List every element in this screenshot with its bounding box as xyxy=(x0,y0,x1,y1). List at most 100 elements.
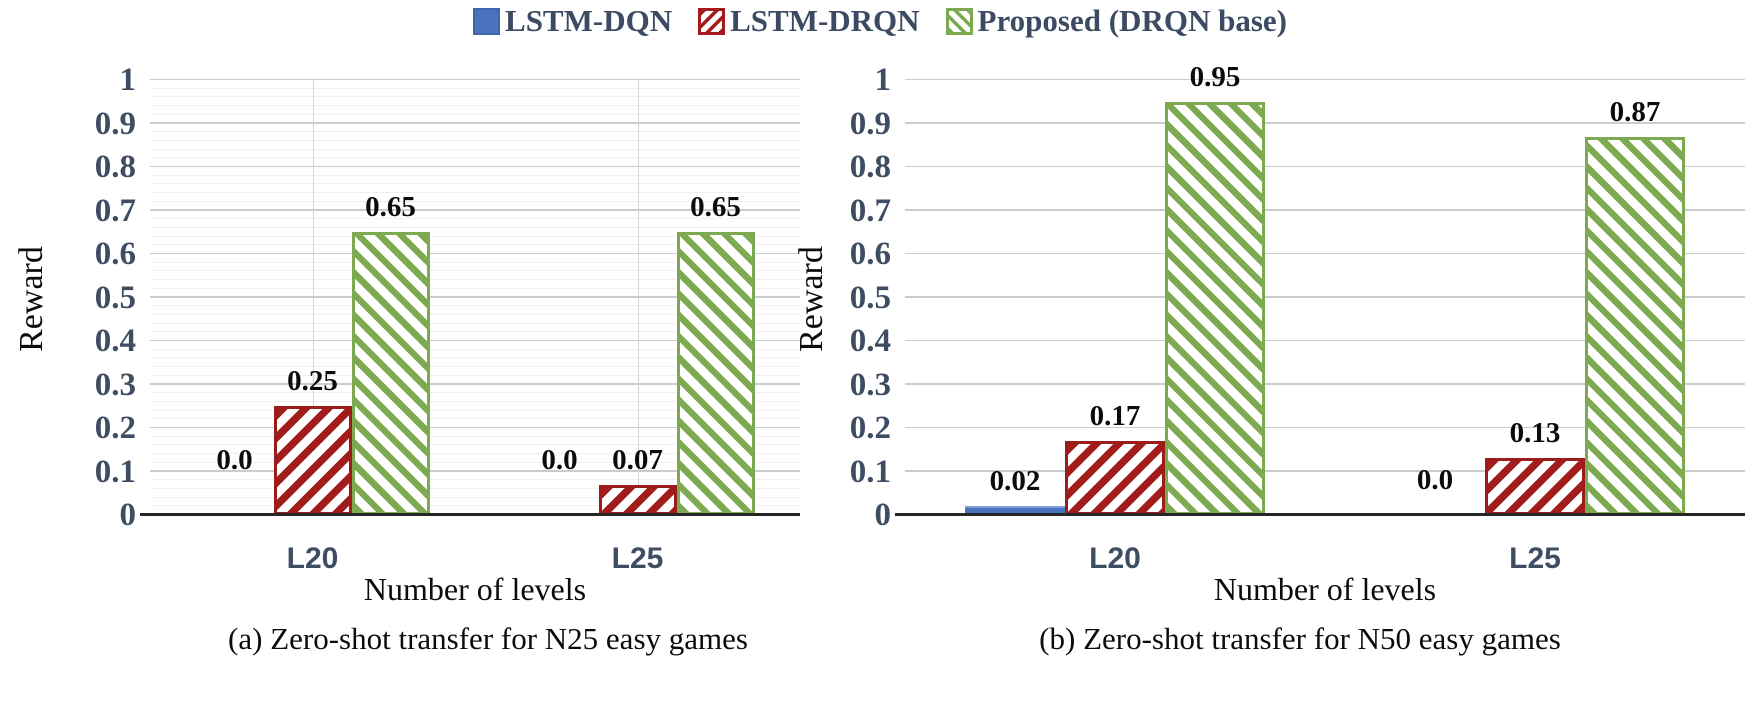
bar-value-label: 0.07 xyxy=(612,443,663,476)
y-tick-label: 0.1 xyxy=(94,453,136,490)
gridline-minor xyxy=(150,105,800,107)
gridline-major xyxy=(150,78,800,80)
gridline-minor xyxy=(150,487,800,489)
gridline-minor xyxy=(150,287,800,289)
bar-value-label: 0.0 xyxy=(541,444,578,476)
bar-value-label: 0.02 xyxy=(989,465,1041,498)
gridline-minor xyxy=(150,505,800,507)
y-tick-label: 0.9 xyxy=(849,105,891,142)
plot-area: 0.02 0.17 0.95 0.0 0.13 0.87 xyxy=(895,62,1745,516)
legend-label: Proposed (DRQN base) xyxy=(977,3,1287,38)
bar-lstm-dqn-l20 xyxy=(965,506,1065,515)
y-tick-label: 0 xyxy=(119,497,137,533)
x-axis-line xyxy=(140,513,800,516)
gridline-major xyxy=(150,470,800,472)
gridline-minor xyxy=(150,270,800,272)
gridline-major xyxy=(150,252,800,254)
gridline-major xyxy=(905,339,1745,341)
bar-lstm-drqn-l20 xyxy=(1065,441,1165,515)
gridline-vertical xyxy=(637,80,639,515)
y-tick-label: 1 xyxy=(119,62,137,98)
y-tick-label: 1 xyxy=(874,62,892,98)
legend-swatch-icon xyxy=(698,7,726,35)
y-tick-label: 0.9 xyxy=(94,105,136,142)
y-axis-title: Reward xyxy=(793,246,830,352)
chart-legend: LSTM-DQN LSTM-DRQN Proposed (DRQN base) xyxy=(0,4,1760,38)
bar-value-label: 0.13 xyxy=(1509,417,1561,450)
gridline-minor xyxy=(150,305,800,307)
plot-area: 0.0 0.25 0.65 0.0 0.07 0.65 xyxy=(140,78,800,516)
gridline-major xyxy=(150,339,800,341)
gridline-minor xyxy=(150,131,800,133)
gridline-minor xyxy=(150,400,800,402)
bar-value-label: 0.87 xyxy=(1609,95,1661,128)
gridline-minor xyxy=(150,496,800,498)
gridline-major xyxy=(905,470,1745,472)
gridline-major xyxy=(905,296,1745,298)
gridline-minor xyxy=(150,374,800,376)
legend-item-proposed-drqn-base-: Proposed (DRQN base) xyxy=(945,3,1287,38)
gridline-major xyxy=(905,122,1745,124)
y-tick-label: 0.3 xyxy=(849,366,891,403)
gridline-minor xyxy=(150,461,800,463)
gridline-major xyxy=(905,78,1745,80)
gridline-minor xyxy=(150,235,800,237)
chart-caption: (b) Zero-shot transfer for N50 easy game… xyxy=(1039,621,1561,656)
gridline-minor xyxy=(150,418,800,420)
y-tick-label: 0.4 xyxy=(849,323,891,359)
gridline-major xyxy=(150,426,800,428)
bar-value-label: 0.17 xyxy=(1089,400,1141,433)
gridline-major xyxy=(905,252,1745,254)
gridline-major xyxy=(150,383,800,385)
y-axis-title: Reward xyxy=(13,246,50,352)
y-tick-label: 0.8 xyxy=(94,149,136,185)
gridline-minor xyxy=(150,218,800,220)
gridline-minor xyxy=(150,192,800,194)
gridline-minor xyxy=(150,444,800,446)
legend-label: LSTM-DQN xyxy=(505,3,673,38)
gridline-minor xyxy=(150,200,800,202)
y-tick-label: 0.2 xyxy=(94,410,136,446)
gridline-minor xyxy=(150,348,800,350)
gridline-minor xyxy=(150,261,800,263)
x-tick-label-l20: L20 xyxy=(286,542,339,575)
gridline-major xyxy=(150,296,800,298)
gridline-minor xyxy=(150,174,800,176)
gridline-minor xyxy=(150,453,800,455)
bar-proposed-drqn-base--l20 xyxy=(1165,101,1265,515)
gridline-minor xyxy=(150,113,800,115)
x-axis-line xyxy=(895,513,1745,516)
x-tick-label-l25: L25 xyxy=(611,542,664,575)
bar-value-label: 0.0 xyxy=(1416,464,1454,496)
gridline-major xyxy=(150,122,800,124)
bar-proposed-drqn-base--l25 xyxy=(676,232,755,515)
chart-b: Reward 0.02 0.17 0.95 0.0 0.13 0.87 Number of… xyxy=(790,50,1760,706)
bar-value-label: 0.65 xyxy=(690,191,741,224)
gridline-minor xyxy=(150,479,800,481)
y-tick-label: 0.6 xyxy=(849,236,891,272)
gridline-minor xyxy=(150,366,800,368)
chart-caption: (a) Zero-shot transfer for N25 easy game… xyxy=(228,621,748,656)
gridline-minor xyxy=(150,226,800,228)
bar-lstm-drqn-l25 xyxy=(598,484,677,515)
bar-lstm-drqn-l20 xyxy=(273,406,352,515)
gridline-minor xyxy=(150,357,800,359)
x-axis-title: Number of levels xyxy=(1213,571,1437,607)
gridline-major xyxy=(905,383,1745,385)
legend-item-lstm-drqn: LSTM-DRQN xyxy=(698,4,920,38)
bar-value-label: 0.0 xyxy=(216,444,253,476)
gridline-minor xyxy=(150,409,800,411)
gridline-major xyxy=(905,165,1745,167)
bar-proposed-drqn-base--l25 xyxy=(1585,136,1685,515)
bar-value-label: 0.25 xyxy=(287,365,338,398)
gridline-minor xyxy=(150,183,800,185)
y-tick-label: 0.4 xyxy=(94,323,136,359)
gridline-minor xyxy=(150,157,800,159)
gridline-minor xyxy=(150,313,800,315)
gridline-minor xyxy=(150,139,800,141)
y-tick-label: 0.8 xyxy=(849,149,891,185)
x-tick-label-l25: L25 xyxy=(1509,542,1561,575)
bar-lstm-drqn-l25 xyxy=(1485,458,1585,515)
y-tick-label: 0.3 xyxy=(94,366,136,403)
